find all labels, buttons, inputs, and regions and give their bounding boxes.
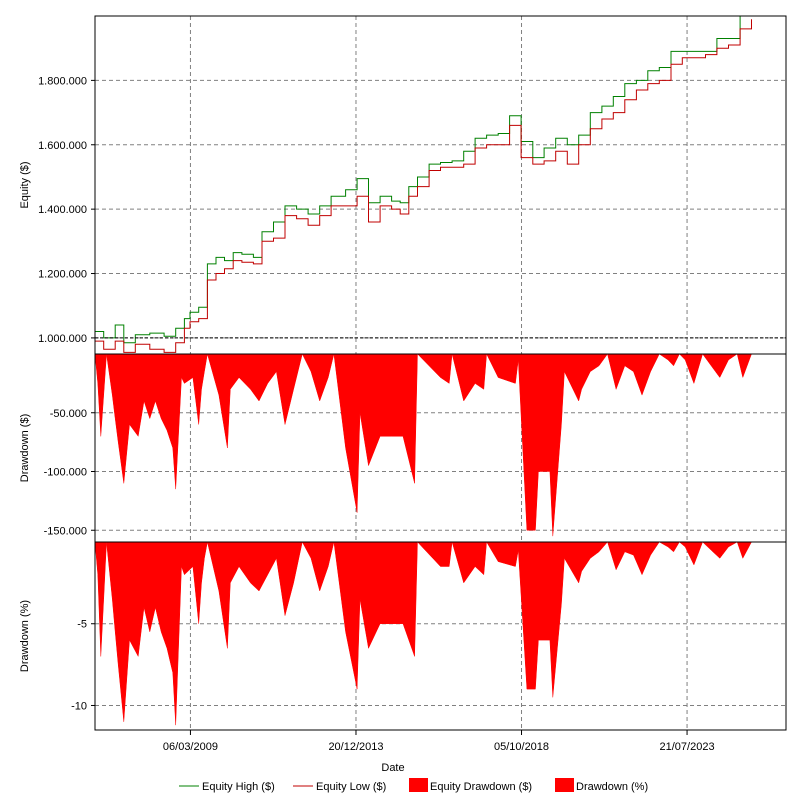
legend-swatch-drawdown-percent [555, 778, 574, 792]
drawdown-percent-panel: -5 -10 06/03/2009 20/12/2013 05/10/2018 21/07… [71, 541, 787, 753]
legend-swatch-equity-drawdown [409, 778, 428, 792]
xtick-label: 05/10/2018 [494, 741, 549, 753]
legend-label-drawdown-percent: Drawdown (%) [576, 781, 648, 793]
ytick-label: -100.000 [44, 467, 87, 479]
ytick-label: -5 [77, 619, 87, 631]
legend-item-equity-high: Equity High ($) [179, 781, 275, 793]
legend: Equity High ($) Equity Low ($) Equity Dr… [179, 778, 648, 793]
drawdown-percent-ylabel: Drawdown (%) [19, 600, 31, 672]
legend-item-equity-drawdown: Equity Drawdown ($) [409, 778, 532, 793]
legend-label-equity-drawdown: Equity Drawdown ($) [430, 781, 532, 793]
equity-ylabel: Equity ($) [19, 161, 31, 208]
legend-item-drawdown-percent: Drawdown (%) [555, 778, 648, 793]
xtick-label: 06/03/2009 [163, 741, 218, 753]
panel-frame [94, 541, 787, 731]
equity-drawdown-area [94, 353, 752, 537]
ytick-label: 1.000.000 [38, 333, 87, 345]
legend-label-equity-high: Equity High ($) [202, 781, 275, 793]
ytick-label: -150.000 [44, 525, 87, 537]
drawdown-dollar-panel: -50.000 -100.000 -150.000 [44, 353, 787, 543]
xtick-label: 20/12/2013 [328, 741, 383, 753]
xtick-label: 21/07/2023 [660, 741, 715, 753]
legend-label-equity-low: Equity Low ($) [316, 781, 386, 793]
equity-panel: 1.000.000 1.200.000 1.400.000 1.600.000 1.80… [38, 15, 787, 355]
ytick-label: -10 [71, 700, 87, 712]
drawdown-dollar-ylabel: Drawdown ($) [19, 414, 31, 482]
legend-item-equity-low: Equity Low ($) [293, 781, 386, 793]
ytick-label: 1.800.000 [38, 75, 87, 87]
ytick-label: 1.400.000 [38, 204, 87, 216]
ytick-label: 1.600.000 [38, 140, 87, 152]
equity-low-line [95, 19, 752, 353]
x-axis-title: Date [381, 762, 404, 774]
ytick-label: 1.200.000 [38, 269, 87, 281]
ytick-label: -50.000 [50, 408, 87, 420]
equity-high-line [95, 15, 752, 344]
drawdown-percent-area [94, 541, 752, 726]
panel-frame [94, 15, 787, 355]
